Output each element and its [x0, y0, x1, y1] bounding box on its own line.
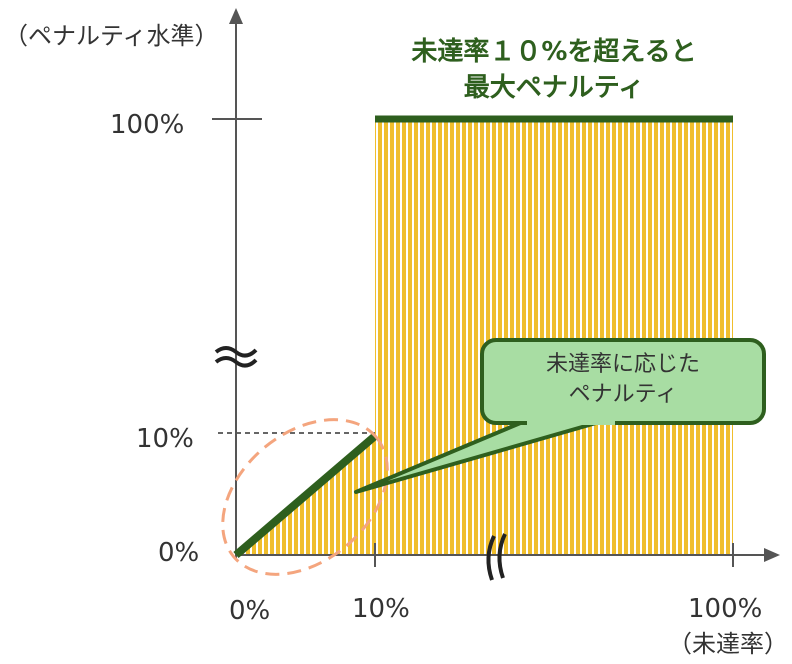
- callout-label: 未達率に応じた ペナルティ: [484, 350, 762, 410]
- y-tick-label-100: 100%: [110, 110, 185, 140]
- y-axis-break-icon: [214, 346, 258, 368]
- x-axis-title: （未達率）: [668, 630, 788, 658]
- y-tick-label-10: 10%: [136, 424, 194, 454]
- callout-bubble: [354, 338, 766, 494]
- x-tick-label-0: 0%: [229, 596, 271, 626]
- y-axis-title: （ペナルティ水準）: [4, 22, 219, 50]
- callout-label-line1: 未達率に応じた: [545, 352, 700, 377]
- y-axis-arrow: [229, 8, 243, 24]
- callout-label-line2: ペナルティ: [568, 382, 678, 407]
- proportional-penalty-line: [233, 432, 378, 559]
- x-tick-label-10: 10%: [352, 594, 410, 624]
- y-tick-label-0: 0%: [158, 538, 200, 568]
- max-penalty-label: 未達率１０%を超えると 最大ペナルティ: [382, 34, 726, 106]
- max-penalty-label-line2: 最大ペナルティ: [463, 73, 645, 103]
- x-axis-arrow: [764, 548, 780, 562]
- x-tick-label-100: 100%: [688, 594, 763, 624]
- highlight-ellipse: [221, 418, 389, 576]
- max-penalty-label-line1: 未達率１０%を超えると: [411, 37, 697, 67]
- x-axis-break-icon: [486, 533, 507, 581]
- penalty-area-max: [375, 119, 733, 555]
